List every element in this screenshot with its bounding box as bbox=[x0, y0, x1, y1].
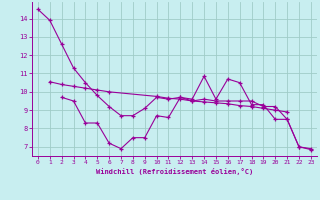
X-axis label: Windchill (Refroidissement éolien,°C): Windchill (Refroidissement éolien,°C) bbox=[96, 168, 253, 175]
